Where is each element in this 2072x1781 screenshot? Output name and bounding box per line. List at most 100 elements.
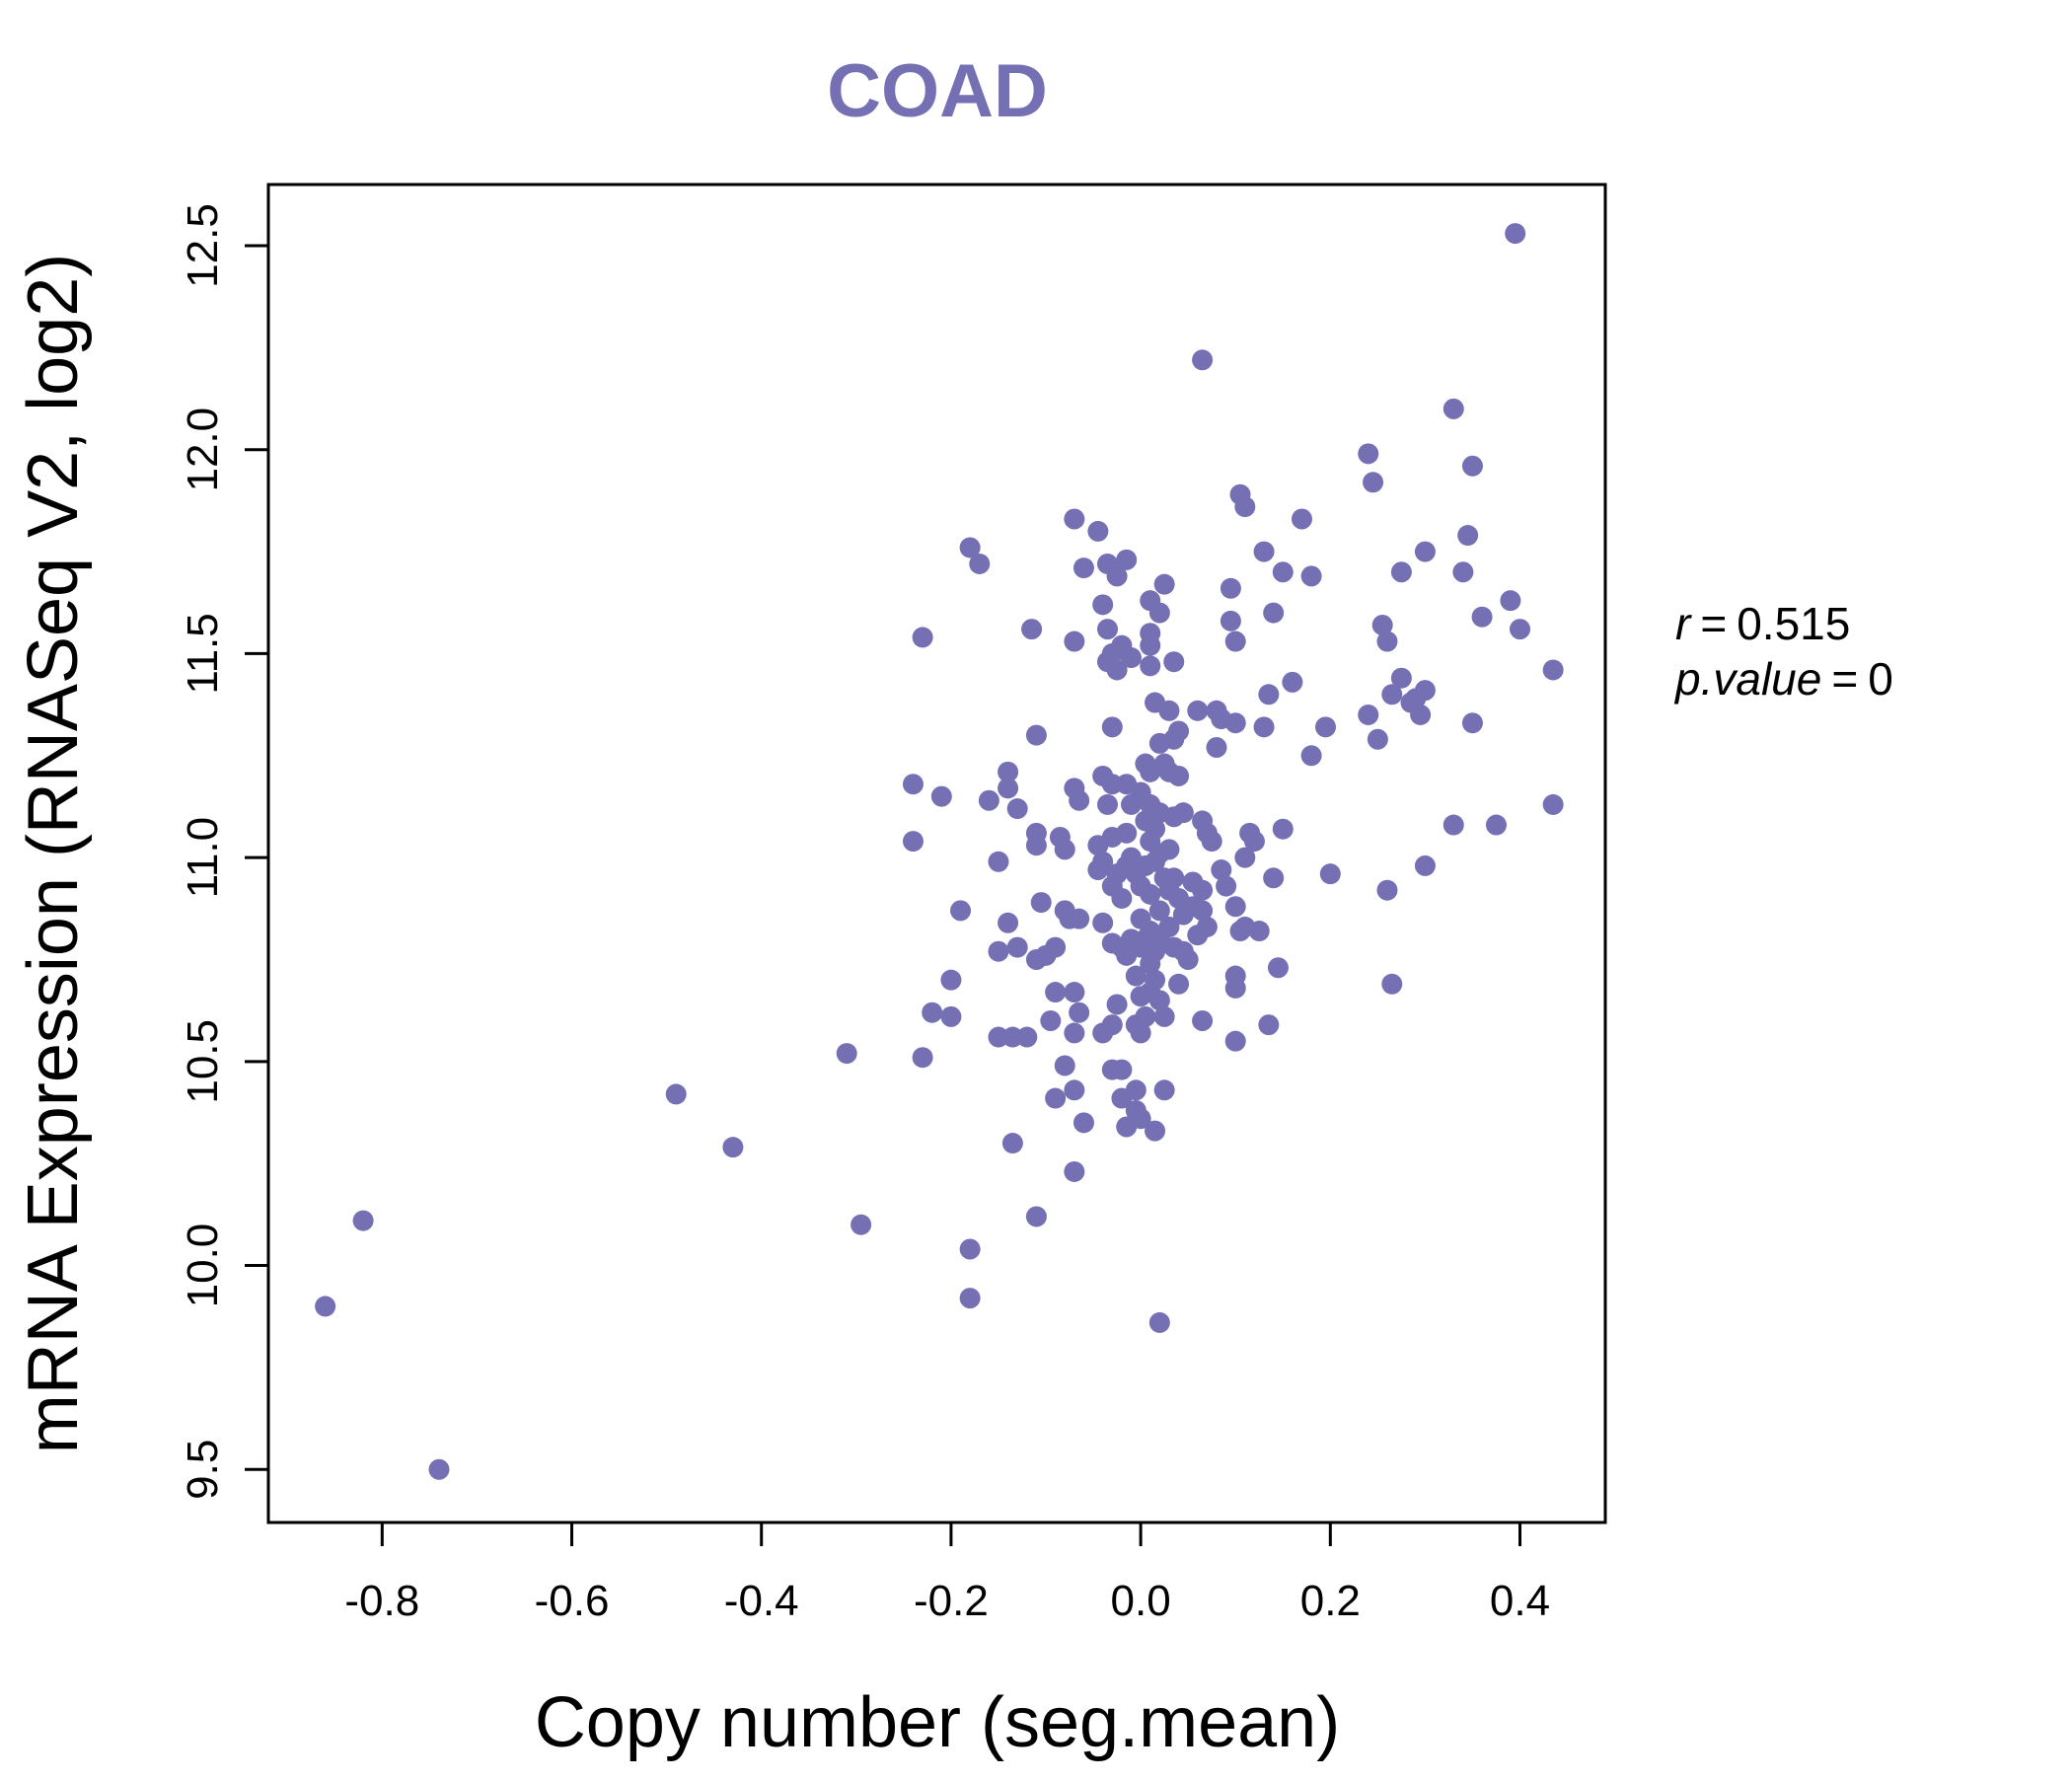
data-point (1054, 1055, 1075, 1076)
data-point (959, 1238, 981, 1260)
data-point (1054, 839, 1075, 860)
p-stat: p.value = 0 (1673, 653, 1893, 705)
data-point (1234, 847, 1256, 868)
data-point (1111, 887, 1133, 909)
data-point (902, 831, 924, 853)
data-point (1187, 700, 1209, 721)
data-point (1224, 977, 1246, 999)
x-axis: -0.8 -0.6 -0.4 -0.2 0.0 0.2 0.4 (344, 1521, 1550, 1625)
data-point (1505, 223, 1526, 245)
p-value: 0 (1868, 653, 1893, 705)
data-point (1300, 565, 1322, 587)
y-tick-label: 11.5 (179, 613, 227, 694)
data-point (1168, 720, 1190, 742)
data-point (1125, 1079, 1147, 1101)
y-tick-label: 11.0 (179, 817, 227, 898)
data-point (1358, 443, 1379, 465)
r-equals: = (1700, 598, 1727, 649)
data-point (1030, 892, 1052, 914)
data-point (1111, 1059, 1133, 1080)
x-tick-label: -0.8 (344, 1577, 419, 1625)
data-point (1414, 541, 1436, 562)
data-point (1069, 789, 1090, 811)
data-point (1542, 659, 1564, 681)
data-point (722, 1137, 744, 1158)
data-point (1542, 793, 1564, 815)
data-point (1224, 896, 1246, 918)
data-point (428, 1458, 450, 1480)
data-point (1253, 716, 1275, 738)
data-point (1177, 948, 1199, 970)
data-point (1263, 867, 1285, 889)
data-point (1471, 606, 1493, 628)
data-point (1025, 1206, 1047, 1227)
data-point (1092, 851, 1114, 872)
x-tick-label: 0.2 (1300, 1577, 1361, 1625)
data-point (1224, 1030, 1246, 1052)
data-point (930, 785, 952, 807)
data-point (1101, 774, 1123, 795)
data-point (902, 774, 924, 795)
r-stat: r = 0.515 (1675, 598, 1850, 649)
data-point (1125, 965, 1147, 987)
data-point (1363, 472, 1384, 493)
data-point (940, 1005, 962, 1027)
data-point (1001, 1026, 1023, 1048)
p-label: p.value (1673, 653, 1821, 705)
data-point (1172, 802, 1194, 824)
r-value: 0.515 (1737, 598, 1850, 649)
data-point (1040, 1010, 1062, 1031)
data-point (1452, 561, 1474, 583)
data-point (1145, 1120, 1166, 1142)
data-point (1216, 875, 1237, 897)
data-point (1045, 936, 1067, 958)
data-point (1001, 1133, 1023, 1154)
data-point (959, 1288, 981, 1309)
data-point (1087, 520, 1109, 542)
data-point (1148, 900, 1170, 922)
data-point (1021, 619, 1043, 640)
data-point (1461, 455, 1483, 477)
y-axis: 9.5 10.0 10.5 11.0 11.5 12.0 12.5 (179, 203, 270, 1500)
data-point (315, 1296, 336, 1317)
data-point (1315, 716, 1337, 738)
data-point (1192, 349, 1214, 371)
data-point (998, 778, 1019, 799)
data-point (1006, 936, 1028, 958)
data-point (998, 912, 1019, 933)
data-point (1064, 508, 1085, 530)
chart-title: COAD (827, 49, 1048, 133)
data-point (352, 1210, 374, 1231)
data-point (1163, 867, 1185, 889)
data-point (988, 940, 1009, 962)
data-point (1064, 1160, 1085, 1182)
data-point (1106, 565, 1128, 587)
data-point (1300, 745, 1322, 767)
data-point (1135, 1005, 1156, 1027)
data-points (315, 223, 1564, 1480)
data-point (1064, 631, 1085, 652)
data-point (1168, 973, 1190, 995)
data-point (1153, 1079, 1175, 1101)
y-tick-label: 9.5 (179, 1440, 227, 1500)
data-point (940, 969, 962, 991)
data-point (1258, 1014, 1280, 1036)
y-tick-label: 10.0 (179, 1224, 227, 1308)
data-point (1272, 818, 1294, 840)
data-point (1272, 561, 1294, 583)
data-point (1220, 610, 1241, 631)
data-point (1253, 541, 1275, 562)
data-point (1121, 647, 1143, 669)
data-point (1148, 602, 1170, 624)
y-tick-label: 12.0 (179, 408, 227, 492)
data-point (1130, 1022, 1151, 1044)
data-point (1358, 704, 1379, 725)
data-point (1206, 737, 1227, 759)
y-tick-label: 12.5 (179, 203, 227, 288)
data-point (1192, 1010, 1214, 1031)
data-point (1106, 994, 1128, 1015)
data-point (1211, 859, 1232, 881)
data-point (1006, 798, 1028, 820)
